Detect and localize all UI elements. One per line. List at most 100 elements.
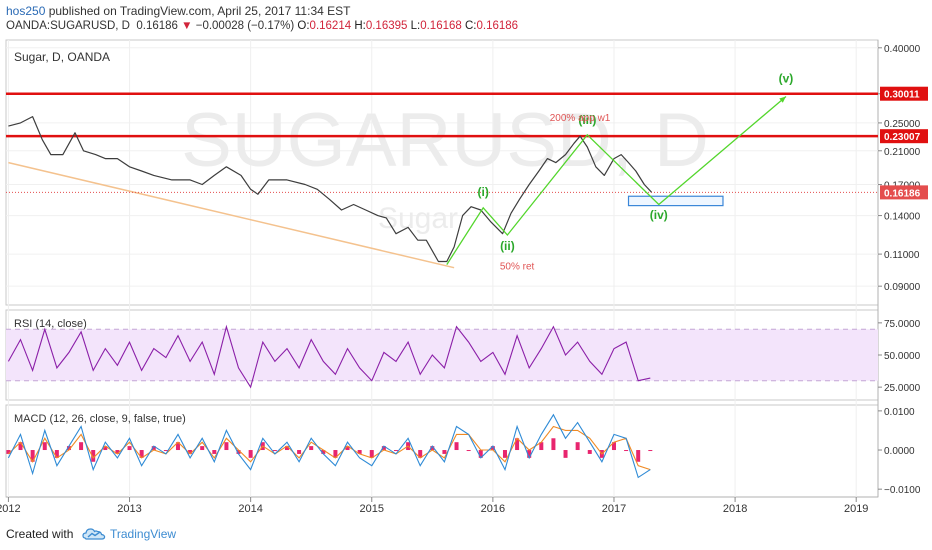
symbol-line: OANDA:SUGARUSD, D 0.16186 ▼ −0.00028 (−0… [6, 20, 518, 32]
macd-histogram-bar [284, 446, 289, 451]
x-tick-label: 2012 [0, 503, 21, 515]
macd-histogram-bar [236, 450, 241, 454]
chart-header: hos250 published on TradingView.com, Apr… [0, 0, 932, 38]
macd-signal-line[interactable] [8, 425, 651, 471]
price-tick-label: 0.25000 [884, 119, 921, 130]
macd-histogram-bar [151, 446, 156, 451]
macd-histogram-bar [297, 450, 302, 454]
macd-histogram-bar [381, 446, 386, 451]
x-tick-label: 2015 [360, 503, 384, 515]
rsi-tick-label: 25.0000 [884, 383, 921, 394]
long-trendline[interactable] [8, 161, 455, 269]
resistance-price-label: 0.23007 [884, 132, 921, 143]
macd-tick-label: −0.0100 [884, 485, 921, 496]
macd-histogram-bar [333, 450, 338, 458]
price-tick-label: 0.21000 [884, 147, 921, 158]
macd-histogram-bar [321, 450, 326, 454]
macd-histogram-bar [442, 450, 447, 454]
author-link[interactable]: hos250 [6, 4, 46, 18]
x-tick-label: 2018 [723, 503, 747, 515]
macd-histogram-bar [103, 446, 108, 451]
wave-label: (iv) [650, 208, 668, 222]
macd-histogram-bar [369, 450, 374, 458]
macd-histogram-bar [30, 450, 35, 462]
macd-histogram-bar [6, 450, 11, 454]
x-tick-label: 2019 [844, 503, 868, 515]
tradingview-brand[interactable]: TradingView [110, 527, 177, 541]
price-panel-title: Sugar, D, OANDA [14, 50, 110, 64]
macd-histogram-bar [502, 450, 507, 458]
wave-label: (i) [478, 185, 489, 199]
macd-histogram-bar [200, 446, 205, 451]
wave-label: (v) [779, 71, 794, 85]
annotation-note: 200% app w1 [550, 113, 611, 124]
macd-histogram-bar [212, 450, 217, 454]
low-label: L: [410, 20, 421, 32]
macd-histogram-bar [551, 438, 556, 451]
macd-histogram-bar [139, 450, 144, 458]
macd-histogram-bar [563, 450, 568, 458]
macd-histogram-bar [357, 450, 362, 454]
macd-histogram-bar [430, 446, 435, 451]
tradingview-cloud-icon [82, 528, 106, 540]
high-label: H: [354, 20, 366, 32]
macd-histogram-bar [454, 442, 459, 451]
macd-histogram-bar [309, 446, 314, 451]
x-tick-label: 2013 [117, 503, 141, 515]
macd-histogram-bar [575, 442, 580, 451]
macd-histogram-bar [42, 442, 47, 451]
macd-histogram-bar [393, 450, 398, 452]
macd-histogram-bar [188, 450, 193, 454]
price-series-line[interactable] [8, 115, 652, 263]
price-tick-label: 0.11000 [884, 250, 920, 261]
open-value: 0.16214 [309, 20, 352, 32]
macd-histogram-bar [636, 450, 641, 462]
macd-histogram-bar [272, 450, 277, 452]
macd-histogram-bar [248, 450, 253, 458]
macd-histogram-bar [648, 450, 653, 452]
close-label: C: [464, 20, 477, 32]
macd-tick-label: 0.0100 [884, 407, 915, 418]
elliott-wave-path[interactable] [446, 96, 787, 265]
footer: Created with TradingView [0, 520, 932, 550]
macd-histogram-bar [163, 450, 168, 452]
macd-line[interactable] [7, 413, 651, 479]
watermark-sub: Sugar [378, 202, 458, 235]
macd-histogram-bar [418, 450, 423, 458]
macd-histogram-bar [478, 450, 483, 458]
open-label: O: [297, 20, 310, 32]
last-price-label: 0.16186 [884, 188, 921, 199]
price-panel[interactable] [5, 39, 879, 306]
macd-histogram-bar [515, 438, 520, 451]
macd-histogram-bar [539, 442, 544, 451]
macd-histogram-bar [115, 450, 120, 454]
last-price: 0.16186 [136, 20, 178, 32]
price-tick-label: 0.14000 [884, 212, 921, 223]
created-with-text: Created with [6, 527, 74, 541]
wave-label: (ii) [500, 239, 515, 253]
x-tick-label: 2014 [238, 503, 262, 515]
high-value: 0.16395 [365, 20, 408, 32]
x-tick-label: 2016 [481, 503, 505, 515]
rsi-panel-title: RSI (14, close) [14, 318, 87, 330]
wave-iv-target-box[interactable] [627, 195, 724, 207]
macd-histogram-bar [587, 450, 592, 454]
last-price-tag [880, 185, 928, 200]
down-arrow-icon: ▼ [181, 20, 193, 32]
macd-histogram-bar [624, 450, 629, 452]
macd-histogram-bar [54, 450, 59, 458]
macd-histogram-bar [345, 446, 350, 451]
resistance-price-tag [880, 86, 928, 101]
macd-histogram-bar [611, 442, 616, 451]
watermark: SUGARUSD, D [181, 98, 709, 183]
price-tick-label: 0.09000 [884, 282, 921, 293]
published-text: published on TradingView.com, April 25, … [45, 4, 351, 18]
x-tick-label: 2017 [602, 503, 626, 515]
chart-area[interactable]: 2012 2013 2014 2015 2016 2017 2018 2019 0.40000 0… [0, 0, 932, 520]
price-tick-label: 0.40000 [884, 44, 921, 55]
macd-histogram-bar [175, 442, 180, 451]
rsi-line[interactable] [7, 324, 651, 389]
macd-histogram-bar [224, 442, 229, 451]
macd-histogram-bar [466, 450, 471, 452]
resistance-price-label: 0.30011 [884, 90, 920, 101]
